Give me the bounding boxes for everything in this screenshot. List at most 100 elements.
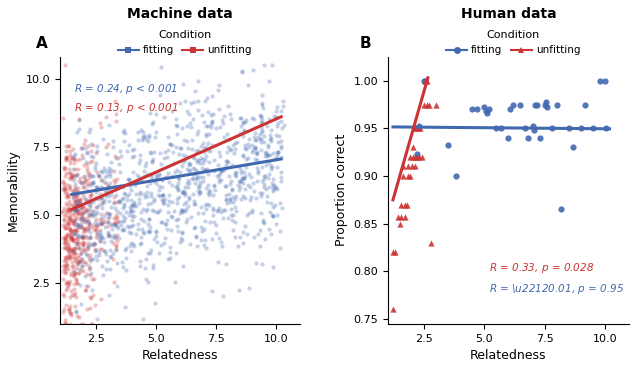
Point <box>193 188 203 194</box>
Point <box>74 258 84 264</box>
Point <box>115 210 125 215</box>
Point <box>73 189 83 195</box>
Point <box>223 137 234 142</box>
Point <box>122 197 132 203</box>
Point <box>122 193 132 199</box>
Point <box>481 108 491 114</box>
Point <box>178 81 188 87</box>
Point <box>213 207 223 213</box>
Point <box>102 183 113 189</box>
Point <box>66 235 76 241</box>
Point <box>60 165 70 171</box>
Point <box>163 134 173 140</box>
Point <box>60 223 70 228</box>
Point <box>195 189 205 194</box>
Point <box>117 218 127 224</box>
Point <box>95 230 106 235</box>
Point <box>239 169 249 175</box>
Point <box>67 219 77 225</box>
Point <box>72 157 83 163</box>
Point <box>109 183 120 189</box>
Point <box>263 142 273 148</box>
Point <box>83 201 93 207</box>
Point <box>272 149 282 155</box>
Point <box>124 176 134 182</box>
Point <box>88 256 99 262</box>
Point <box>134 241 145 247</box>
Point <box>88 181 98 187</box>
Point <box>171 249 181 255</box>
Point <box>119 218 129 224</box>
Point <box>263 144 273 150</box>
Point <box>65 226 75 232</box>
Point <box>59 306 69 312</box>
Point <box>59 293 69 299</box>
Point <box>246 209 257 215</box>
Point <box>65 227 75 232</box>
Point <box>65 321 75 327</box>
Point <box>60 225 70 231</box>
Point <box>71 308 81 314</box>
Point <box>96 232 106 238</box>
Point <box>257 100 267 106</box>
Point <box>68 146 78 152</box>
Point <box>218 207 228 213</box>
Point <box>149 236 159 242</box>
Point <box>68 220 78 226</box>
Point <box>192 168 202 174</box>
Point <box>101 145 111 151</box>
Point <box>191 148 201 154</box>
Point <box>111 176 122 182</box>
Point <box>67 259 77 265</box>
Point <box>64 175 74 181</box>
Point <box>154 187 164 193</box>
Point <box>97 272 108 277</box>
Title: Machine data: Machine data <box>127 7 233 21</box>
Point <box>270 185 280 191</box>
Point <box>163 209 173 215</box>
Point <box>86 211 96 217</box>
Point <box>66 247 76 253</box>
Point <box>202 109 212 115</box>
Point <box>266 138 276 144</box>
Point <box>69 256 79 262</box>
Point <box>197 228 207 234</box>
Point <box>167 182 177 188</box>
Point <box>77 256 87 262</box>
Point <box>94 173 104 179</box>
Point <box>252 137 262 143</box>
Point <box>198 210 208 216</box>
Point <box>61 154 71 160</box>
Point <box>81 198 91 204</box>
Point <box>83 306 93 311</box>
Point <box>108 144 118 150</box>
Point <box>264 116 274 122</box>
Point <box>527 124 538 130</box>
Point <box>210 187 220 193</box>
Point <box>238 229 248 235</box>
Point <box>118 129 128 135</box>
Point <box>157 197 167 203</box>
Point <box>424 101 434 107</box>
Point <box>272 186 282 192</box>
Point <box>156 220 166 225</box>
Point <box>236 184 246 190</box>
Point <box>211 125 221 131</box>
Point <box>76 207 86 213</box>
Point <box>70 199 80 205</box>
Point <box>199 145 209 151</box>
Point <box>211 230 221 236</box>
Point <box>201 131 211 137</box>
Point <box>241 146 251 152</box>
Point <box>88 142 98 148</box>
Point <box>243 141 253 147</box>
Point <box>227 187 237 193</box>
Point <box>151 180 161 186</box>
Point <box>66 234 76 240</box>
Point <box>420 78 430 84</box>
Point <box>83 243 93 249</box>
Point <box>63 225 74 231</box>
Point <box>191 234 201 240</box>
Point <box>443 142 453 148</box>
Point <box>70 215 80 221</box>
